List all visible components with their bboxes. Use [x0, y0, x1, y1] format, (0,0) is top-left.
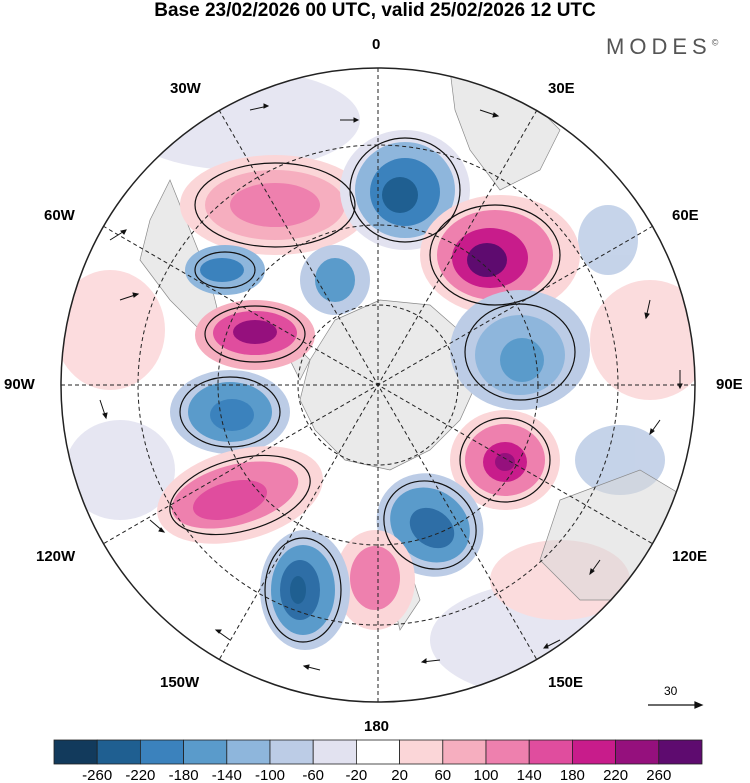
colorbar-label: -260 [82, 767, 112, 783]
longitude-label-180: 180 [364, 718, 390, 735]
graticule [61, 68, 695, 702]
colorbar-label: -180 [169, 767, 199, 783]
negative-anomaly-cell [409, 507, 455, 549]
colorbar-swatch [53, 739, 98, 765]
positive-anomaly-cell [350, 546, 400, 610]
longitude-label-60e: 60E [672, 207, 699, 224]
colorbar-label: 220 [603, 767, 628, 783]
colorbar-swatch [658, 739, 703, 765]
positive-anomaly-cell [467, 243, 507, 277]
colorbar-label: -220 [125, 767, 155, 783]
colorbar-label: -100 [255, 767, 285, 783]
negative-anomaly-cell [210, 399, 254, 431]
contour-lines [169, 137, 576, 643]
colorbar-swatch [96, 739, 141, 765]
longitude-label-120w: 120W [36, 548, 76, 565]
brand-text: MODES [606, 34, 712, 59]
colorbar-label: 100 [473, 767, 498, 783]
negative-anomaly-cell [500, 338, 544, 382]
longitude-label-30e: 30E [548, 80, 575, 97]
brand-logo: MODES© [606, 34, 718, 60]
longitude-label-30w: 30W [170, 80, 201, 97]
anomaly-faint-neg [65, 420, 175, 520]
map-title: Base 23/02/2026 00 UTC, valid 25/02/2026… [154, 0, 596, 21]
colorbar-swatch [485, 739, 530, 765]
positive-anomaly-cell [233, 320, 277, 344]
vector-scale-label: 30 [664, 684, 678, 698]
colorbar-swatch [615, 739, 660, 765]
longitude-label-150w: 150W [160, 674, 200, 691]
longitude-label-60w: 60W [44, 207, 75, 224]
longitude-label-90w: 90W [4, 376, 35, 393]
positive-anomaly-cell [495, 453, 515, 471]
colorbar: -260 -220 -180 -140 -100 -60 -20 20 60 100 140 180 2… [53, 739, 703, 783]
colorbar-swatch [528, 739, 573, 765]
negative-anomaly-cell [200, 258, 244, 282]
colorbar-label: 180 [560, 767, 585, 783]
colorbar-swatch [183, 739, 228, 765]
anomaly-cells [157, 130, 590, 650]
colorbar-label: 140 [517, 767, 542, 783]
colorbar-swatch [269, 739, 314, 765]
colorbar-swatch [399, 739, 444, 765]
colorbar-swatch [139, 739, 184, 765]
colorbar-swatch [355, 739, 400, 765]
colorbar-swatch [442, 739, 487, 765]
colorbar-label: 260 [646, 767, 671, 783]
negative-anomaly-cell [290, 576, 306, 604]
map-boundary [60, 67, 696, 703]
colorbar-swatch [572, 739, 617, 765]
longitude-label-120e: 120E [672, 548, 708, 565]
colorbar-label: -140 [212, 767, 242, 783]
colorbar-label: 60 [434, 767, 451, 783]
negative-anomaly-cell [315, 258, 355, 302]
longitude-label-0: 0 [372, 36, 381, 53]
brand-mark: © [711, 37, 719, 48]
positive-anomaly-cell [230, 183, 320, 227]
colorbar-label: -60 [302, 767, 324, 783]
positive-anomaly-cell [193, 480, 267, 520]
colorbar-label: 20 [391, 767, 408, 783]
anomaly-faint-neg [578, 205, 638, 275]
longitude-label-150e: 150E [548, 674, 584, 691]
anomaly-faint-neg [120, 70, 360, 170]
vector-scale-arrow [648, 701, 704, 709]
colorbar-label: -20 [346, 767, 368, 783]
colorbar-swatch [226, 739, 271, 765]
longitude-label-90e: 90E [716, 376, 743, 393]
land-outlines [139, 69, 691, 631]
anomaly-faint-pos [61, 270, 165, 390]
negative-anomaly-cell [382, 177, 418, 213]
antarctica [299, 299, 479, 471]
colorbar-swatch [312, 739, 357, 765]
